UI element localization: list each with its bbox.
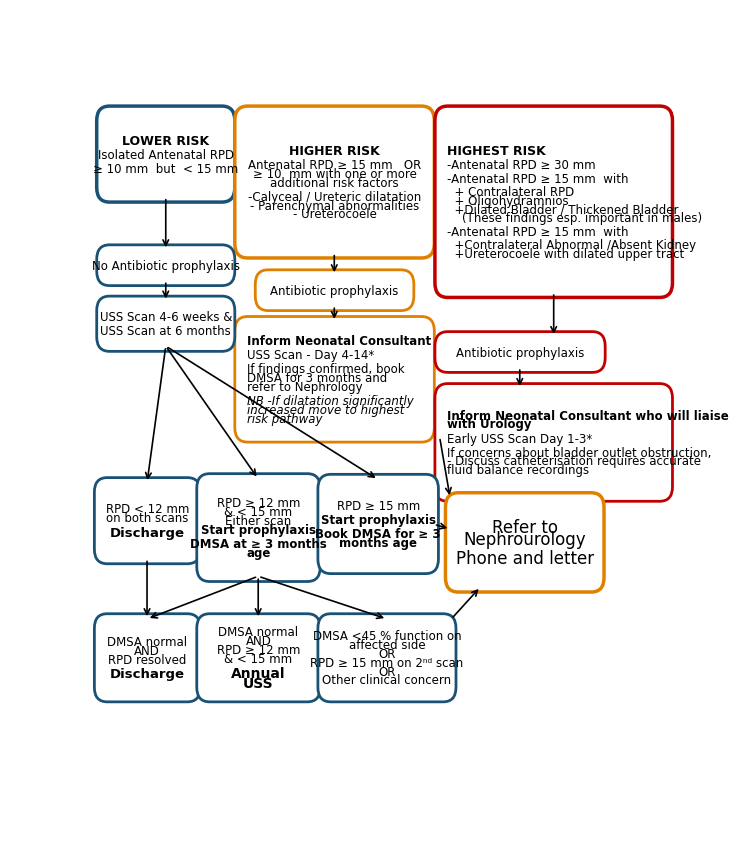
Text: No Antibiotic prophylaxis: No Antibiotic prophylaxis	[92, 259, 240, 272]
Text: DMSA <45 % function on: DMSA <45 % function on	[313, 630, 461, 642]
Text: USS: USS	[243, 676, 274, 690]
Text: RPD ≥ 12 mm: RPD ≥ 12 mm	[217, 643, 300, 656]
FancyBboxPatch shape	[97, 107, 235, 203]
Text: LOWER RISK: LOWER RISK	[122, 135, 209, 148]
FancyBboxPatch shape	[235, 317, 434, 443]
FancyBboxPatch shape	[94, 614, 200, 702]
Text: & < 15 mm: & < 15 mm	[224, 652, 293, 664]
Text: DMSA for 3 months and: DMSA for 3 months and	[247, 372, 387, 385]
FancyBboxPatch shape	[318, 475, 439, 574]
FancyBboxPatch shape	[435, 333, 606, 373]
Text: increased move to highest: increased move to highest	[247, 403, 405, 416]
FancyBboxPatch shape	[255, 270, 414, 311]
Text: Nephrourology: Nephrourology	[464, 531, 586, 548]
Text: AND: AND	[245, 634, 272, 647]
Text: RPD resolved: RPD resolved	[108, 653, 186, 666]
Text: Isolated Antenatal RPD: Isolated Antenatal RPD	[97, 148, 234, 162]
Text: + Oligohydramnios: + Oligohydramnios	[447, 194, 569, 207]
FancyBboxPatch shape	[97, 246, 235, 287]
Text: affected side: affected side	[349, 638, 425, 652]
Text: DMSA normal: DMSA normal	[218, 625, 298, 638]
Text: Start prophylaxis: Start prophylaxis	[201, 523, 316, 537]
Text: ≥ 10  mm with one or more: ≥ 10 mm with one or more	[253, 168, 417, 181]
Text: Other clinical concern: Other clinical concern	[322, 674, 451, 687]
Text: Discharge: Discharge	[109, 526, 185, 539]
Text: Start prophylaxis: Start prophylaxis	[321, 514, 436, 526]
Text: RPD ≥ 12 mm: RPD ≥ 12 mm	[217, 496, 300, 510]
Text: (These findings esp. important in males): (These findings esp. important in males)	[447, 212, 702, 225]
Text: Discharge: Discharge	[109, 667, 185, 681]
Text: Annual: Annual	[231, 666, 285, 680]
Text: Inform Neonatal Consultant who will liaise: Inform Neonatal Consultant who will liai…	[447, 409, 729, 422]
Text: fluid balance recordings: fluid balance recordings	[447, 464, 590, 477]
Text: RPD ≥ 15 mm: RPD ≥ 15 mm	[337, 500, 420, 513]
Text: Refer to: Refer to	[492, 518, 558, 537]
FancyBboxPatch shape	[435, 384, 673, 502]
Text: on both scans: on both scans	[106, 512, 189, 525]
Text: DMSA normal: DMSA normal	[107, 635, 187, 648]
Text: +Ureterocoele with dilated upper tract: +Ureterocoele with dilated upper tract	[447, 248, 685, 261]
Text: USS Scan 4-6 weeks &: USS Scan 4-6 weeks &	[100, 310, 232, 324]
Text: Antenatal RPD ≥ 15 mm   OR: Antenatal RPD ≥ 15 mm OR	[248, 159, 421, 172]
Text: If findings confirmed, book: If findings confirmed, book	[247, 363, 405, 375]
FancyBboxPatch shape	[318, 614, 456, 702]
Text: Either scan: Either scan	[226, 514, 291, 527]
Text: HIGHEST RISK: HIGHEST RISK	[447, 144, 546, 157]
Text: Antibiotic prophylaxis: Antibiotic prophylaxis	[456, 346, 584, 359]
Text: risk pathway: risk pathway	[247, 412, 322, 425]
Text: NB -If dilatation significantly: NB -If dilatation significantly	[247, 394, 414, 408]
Text: -Antenatal RPD ≥ 30 mm: -Antenatal RPD ≥ 30 mm	[447, 159, 596, 171]
Text: ≥ 10 mm  but  < 15 mm: ≥ 10 mm but < 15 mm	[93, 163, 239, 176]
Text: OR: OR	[378, 647, 396, 660]
Text: months age: months age	[339, 537, 418, 549]
Text: Early USS Scan Day 1-3*: Early USS Scan Day 1-3*	[447, 432, 593, 445]
FancyBboxPatch shape	[197, 474, 320, 582]
Text: + Contralateral RPD: + Contralateral RPD	[447, 186, 575, 199]
Text: - Ureterocoele: - Ureterocoele	[293, 208, 377, 221]
Text: -Calyceal / Ureteric dilatation: -Calyceal / Ureteric dilatation	[248, 190, 421, 204]
FancyBboxPatch shape	[435, 107, 673, 298]
Text: -Antenatal RPD ≥ 15 mm  with: -Antenatal RPD ≥ 15 mm with	[447, 172, 629, 186]
Text: DMSA at ≥ 3 months: DMSA at ≥ 3 months	[190, 537, 327, 550]
Text: additional risk factors: additional risk factors	[270, 177, 399, 189]
FancyBboxPatch shape	[197, 614, 320, 702]
Text: & < 15 mm: & < 15 mm	[224, 506, 293, 519]
Text: Inform Neonatal Consultant: Inform Neonatal Consultant	[247, 334, 431, 348]
Text: HIGHER RISK: HIGHER RISK	[289, 145, 380, 158]
Text: Book DMSA for ≥ 3: Book DMSA for ≥ 3	[316, 527, 441, 541]
Text: RPD ≥ 15 mm on 2ⁿᵈ scan: RPD ≥ 15 mm on 2ⁿᵈ scan	[310, 656, 464, 669]
FancyBboxPatch shape	[235, 107, 434, 258]
FancyBboxPatch shape	[445, 493, 604, 592]
FancyBboxPatch shape	[94, 478, 200, 564]
Text: If concerns about bladder outlet obstruction,: If concerns about bladder outlet obstruc…	[447, 446, 711, 459]
Text: USS Scan at 6 months: USS Scan at 6 months	[100, 325, 231, 338]
FancyBboxPatch shape	[97, 297, 235, 352]
Text: RPD < 12 mm: RPD < 12 mm	[106, 502, 189, 515]
Text: with Urology: with Urology	[447, 418, 532, 431]
Text: OR: OR	[378, 664, 396, 678]
Text: Antibiotic prophylaxis: Antibiotic prophylaxis	[270, 284, 399, 298]
Text: - Discuss catheterisation requires accurate: - Discuss catheterisation requires accur…	[447, 455, 701, 467]
Text: AND: AND	[134, 644, 160, 657]
Text: -Antenatal RPD ≥ 15 mm  with: -Antenatal RPD ≥ 15 mm with	[447, 226, 629, 239]
Text: refer to Nephrology: refer to Nephrology	[247, 380, 362, 393]
Text: USS Scan - Day 4-14*: USS Scan - Day 4-14*	[247, 349, 374, 362]
Text: age: age	[246, 546, 271, 559]
Text: +Contralateral Abnormal /Absent Kidney: +Contralateral Abnormal /Absent Kidney	[447, 239, 696, 252]
Text: Phone and letter: Phone and letter	[456, 549, 593, 567]
Text: - Parenchymal abnormalities: - Parenchymal abnormalities	[250, 200, 419, 212]
Text: +Dilated Bladder / Thickened Bladder: +Dilated Bladder / Thickened Bladder	[447, 203, 679, 217]
